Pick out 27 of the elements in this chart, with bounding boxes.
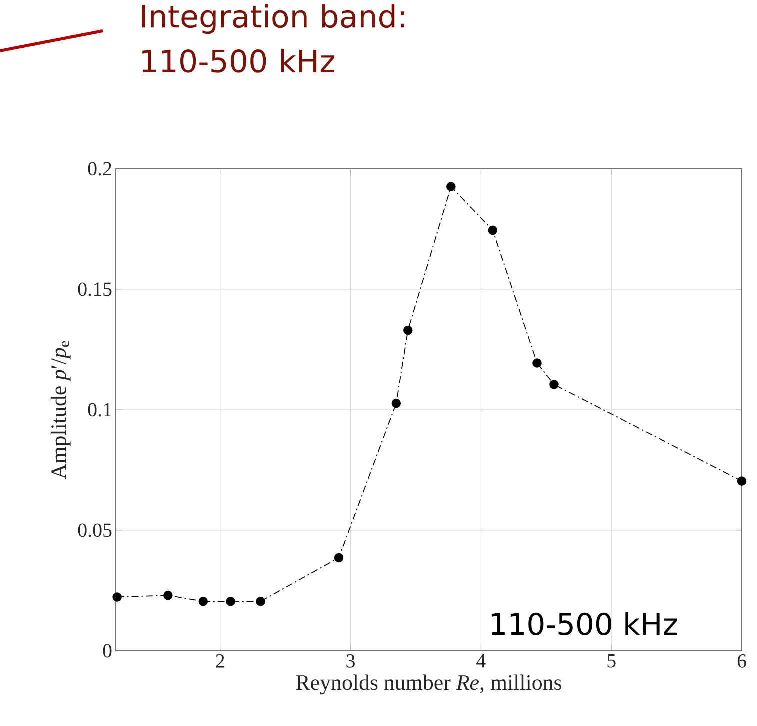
y-tick-label: 0.2 — [88, 162, 112, 176]
y-axis-title: Amplitude p′/p$_{e}$ — [50, 341, 71, 480]
x-tick-label: 2 — [216, 654, 224, 668]
x-tick-label: 3 — [346, 654, 355, 668]
annotation: 110-500 kHz — [492, 612, 678, 636]
point — [164, 590, 173, 600]
point — [488, 226, 498, 236]
x-tick-label: 6 — [738, 654, 746, 668]
point — [112, 592, 122, 602]
y-tick-label: 0 — [103, 644, 112, 658]
point — [550, 380, 559, 390]
x-tick-label: 5 — [608, 654, 616, 668]
point — [334, 553, 344, 563]
point — [737, 476, 747, 486]
text: Integration band: 110-500 kHz — [142, 4, 404, 73]
y-tick-label: 0.15 — [78, 282, 112, 296]
point — [404, 326, 413, 336]
x-tick-label: 4 — [476, 654, 486, 668]
point — [198, 596, 208, 606]
y-tick-label: 0.05 — [78, 524, 112, 538]
point — [256, 596, 266, 606]
point — [532, 358, 542, 368]
point — [392, 398, 402, 408]
x-axis-title: Reynolds number Re, millions — [296, 674, 562, 695]
point — [226, 596, 236, 606]
point — [446, 182, 456, 192]
y-tick-label: 0.1 — [88, 403, 112, 417]
